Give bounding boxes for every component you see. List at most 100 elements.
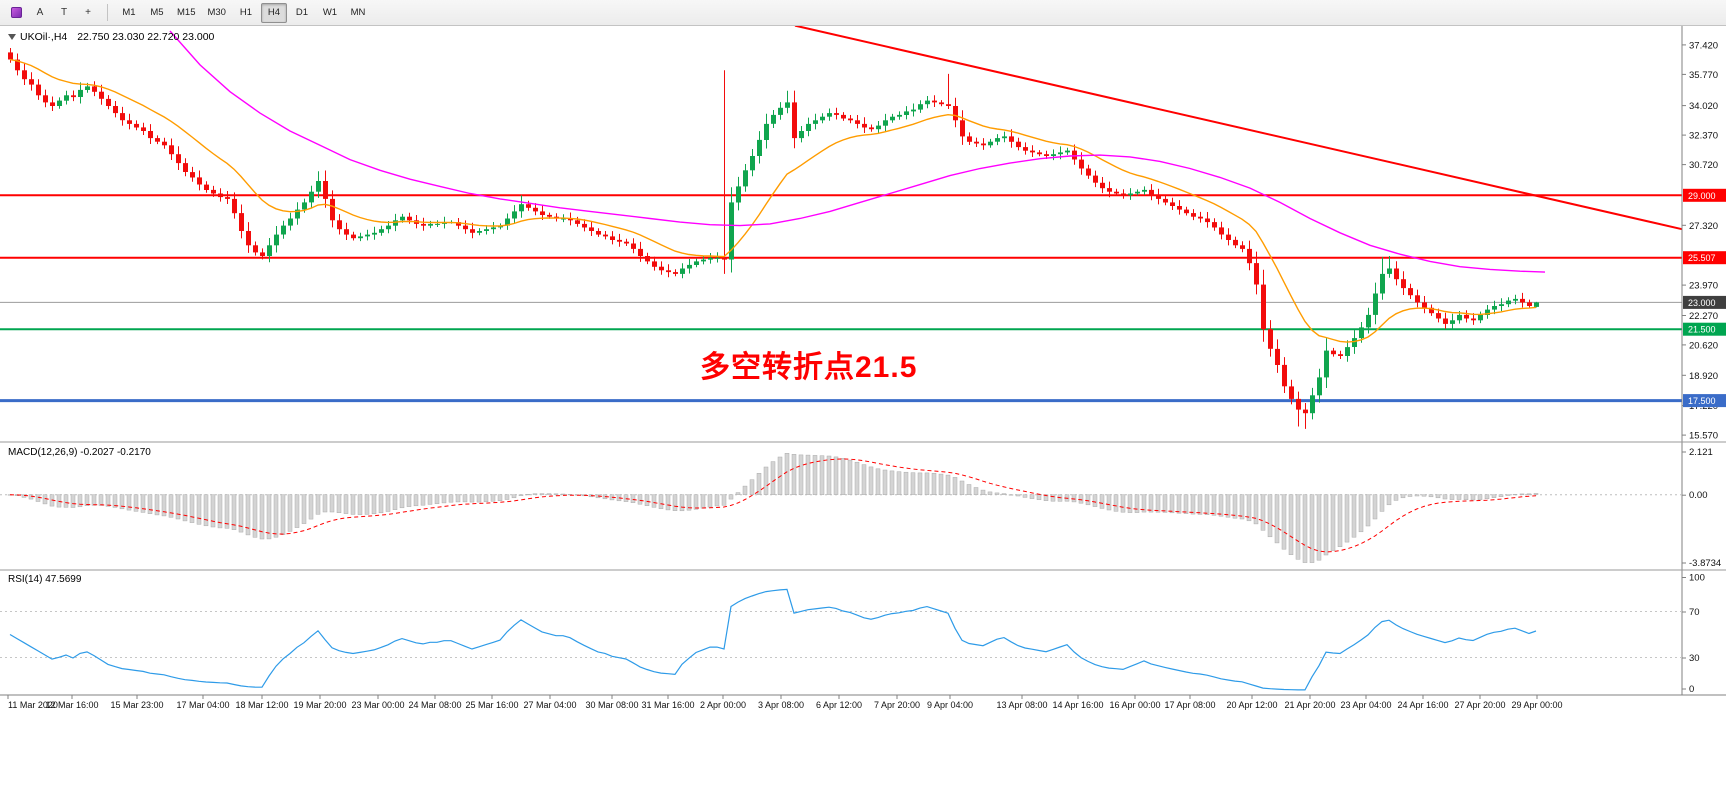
candle-body (764, 123, 769, 140)
timeframe-h4-button[interactable]: H4 (260, 2, 287, 23)
candle (295, 202, 300, 225)
timeframe-m5-button[interactable]: M5 (150, 7, 164, 18)
macd-bar (1113, 494, 1119, 512)
candle-body (330, 198, 335, 221)
candle (36, 79, 41, 100)
candle (330, 190, 335, 228)
candle (848, 115, 853, 124)
candle-body (36, 84, 41, 96)
candle (225, 191, 230, 204)
timeframe-mn-button[interactable]: MN (350, 7, 366, 18)
candle-body (197, 177, 202, 185)
candle-body (1499, 304, 1504, 306)
candle-body (106, 98, 111, 106)
candle (1114, 188, 1119, 196)
candle (1485, 305, 1490, 319)
candle (659, 261, 664, 275)
candle (967, 132, 972, 145)
timeframe-d1-button[interactable]: D1 (295, 7, 309, 18)
candle-body (1163, 198, 1168, 203)
candle (127, 113, 132, 130)
candle-body (1009, 136, 1014, 142)
candle (134, 120, 139, 131)
macd-bar (1526, 493, 1532, 495)
candle (1422, 296, 1427, 314)
macd-bar (819, 455, 825, 495)
price-axis-label: 23.970 (1689, 281, 1718, 292)
candle (162, 137, 167, 149)
candle (1254, 251, 1259, 295)
candle-body (1233, 239, 1238, 246)
candle (1520, 292, 1525, 308)
candle (1366, 307, 1371, 334)
candle (1513, 294, 1518, 305)
candle-body (351, 234, 356, 239)
candle-body (29, 79, 34, 85)
text-tool-button[interactable]: A (36, 7, 44, 18)
label-tool-button[interactable]: T (60, 7, 68, 18)
macd-bar (1414, 494, 1420, 497)
candle-body (1338, 354, 1343, 356)
macd-bar (1421, 494, 1427, 497)
macd-bar (133, 494, 139, 512)
macd-bar (1519, 493, 1525, 495)
candle (554, 213, 559, 222)
macd-bar (308, 494, 314, 520)
macd-bar (511, 494, 517, 499)
candle (484, 225, 489, 235)
candle (1429, 304, 1434, 316)
time-axis-label: 11 Mar 2020 (8, 700, 58, 710)
time-axis-label: 14 Apr 16:00 (1052, 700, 1103, 710)
macd-bar (1323, 494, 1329, 556)
chart-annotation-text[interactable]: 多空转折点21.5 (700, 351, 918, 384)
timeframe-h1-button[interactable]: H1 (239, 7, 253, 18)
macd-bar (105, 494, 111, 507)
timeframe-m30-button[interactable]: M30 (207, 7, 226, 18)
candle (1163, 195, 1168, 206)
rsi-axis-label: 0 (1689, 684, 1694, 695)
candle (309, 185, 314, 208)
macd-bar (651, 494, 657, 508)
candle (904, 106, 909, 120)
timeframe-m15-button[interactable]: M15 (177, 7, 196, 18)
macd-bar (259, 494, 265, 540)
candle-body (834, 113, 839, 115)
timeframe-m1-button[interactable]: M1 (122, 7, 136, 18)
macd-bar (644, 494, 650, 506)
macd-bar (1400, 494, 1406, 499)
candle-body (1100, 182, 1105, 189)
candle (1156, 188, 1161, 205)
price-axis-label: 32.370 (1689, 131, 1718, 142)
macd-bar (1232, 494, 1238, 519)
indicators-button[interactable] (5, 3, 27, 23)
candle-body (1037, 152, 1042, 155)
macd-bar (413, 494, 419, 507)
candle (1240, 241, 1245, 253)
candle (1506, 297, 1511, 308)
candle (883, 113, 888, 132)
candle-body (673, 272, 678, 274)
candle-body (1352, 338, 1357, 347)
macd-bar (1260, 494, 1266, 531)
descending-trendline[interactable] (794, 24, 1683, 231)
macd-bar (875, 468, 881, 495)
candle (736, 176, 741, 211)
candle-body (120, 113, 125, 121)
candle (22, 63, 27, 85)
time-axis-label: 6 Apr 12:00 (816, 700, 862, 710)
macd-bar (252, 494, 258, 538)
candle (1219, 221, 1224, 240)
candle (1170, 197, 1175, 210)
candle-body (694, 261, 699, 265)
candle-body (463, 225, 468, 230)
candle (71, 90, 76, 102)
macd-bar (1505, 494, 1511, 496)
candle (652, 256, 657, 271)
candle (771, 110, 776, 128)
candle-body (1093, 175, 1098, 183)
timeframe-w1-button[interactable]: W1 (322, 7, 338, 18)
macd-bar (630, 494, 636, 503)
crosshair-tool-button[interactable]: + (85, 7, 91, 18)
macd-bar (1183, 494, 1189, 514)
